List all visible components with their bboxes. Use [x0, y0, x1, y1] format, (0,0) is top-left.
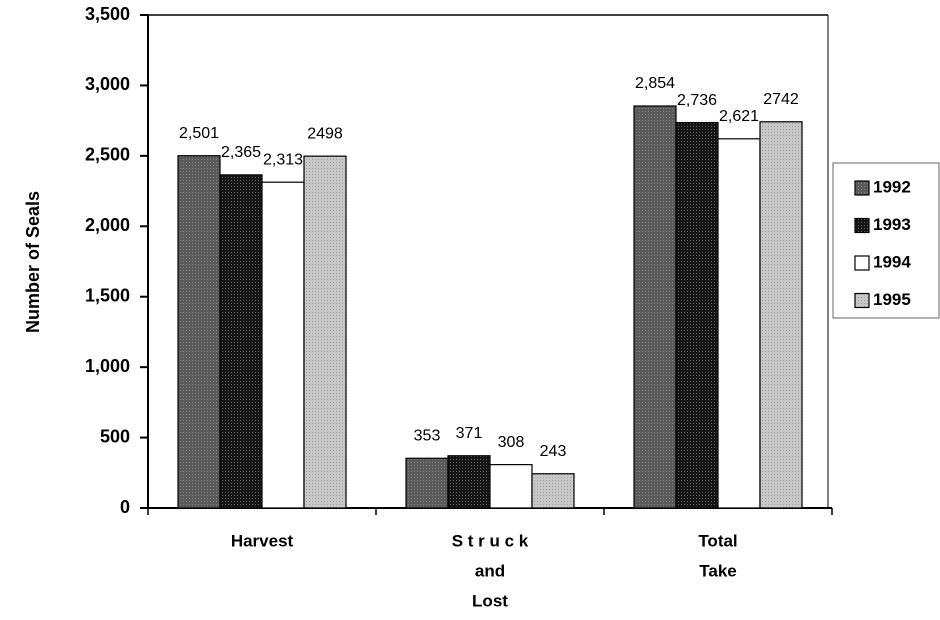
value-label: 353 [414, 427, 441, 444]
bar [633, 105, 677, 509]
legend-label: 1993 [873, 215, 911, 234]
bar [489, 464, 533, 509]
x-tick-label: S t r u c k [452, 531, 529, 550]
legend-swatch [854, 255, 870, 271]
x-tick-label: Take [699, 561, 737, 580]
value-label: 2,365 [221, 144, 261, 161]
value-label: 2,854 [635, 75, 675, 92]
value-label: 243 [540, 443, 567, 460]
legend-swatch [854, 217, 870, 234]
value-label: 2,313 [263, 151, 303, 168]
value-label: 2,736 [677, 92, 717, 109]
y-tick-label: 1,500 [85, 285, 130, 305]
y-tick-label: 2,500 [85, 145, 130, 165]
y-tick-label: 0 [120, 497, 130, 517]
value-label: 308 [498, 434, 525, 451]
y-axis-label: Number of Seals [23, 191, 43, 333]
bar [675, 122, 719, 509]
bar [405, 457, 449, 509]
value-label: 2,621 [719, 108, 759, 125]
x-tick-label: Lost [472, 591, 508, 610]
x-tick-label: and [475, 561, 505, 580]
bar [759, 121, 803, 509]
y-tick-label: 3,000 [85, 74, 130, 94]
bar [303, 155, 347, 509]
legend-swatch [854, 180, 870, 196]
value-label: 2,501 [179, 125, 219, 142]
y-tick-label: 500 [100, 426, 130, 446]
x-tick-label: Harvest [231, 531, 294, 550]
bar [177, 155, 221, 509]
bar [531, 473, 575, 509]
y-tick-label: 3,500 [85, 4, 130, 24]
legend-box [832, 162, 940, 319]
value-label: 2498 [307, 125, 343, 142]
x-tick-label: Total [698, 531, 737, 550]
bar [261, 181, 305, 509]
bar [717, 138, 761, 509]
value-label: 371 [456, 425, 483, 442]
value-label: 2742 [763, 91, 799, 108]
bar [219, 174, 263, 509]
legend-label: 1992 [873, 177, 911, 196]
y-tick-label: 2,000 [85, 215, 130, 235]
legend-label: 1995 [873, 290, 911, 309]
legend-swatch [854, 292, 870, 309]
bar [447, 455, 491, 509]
legend-label: 1994 [873, 252, 911, 271]
y-tick-label: 1,000 [85, 356, 130, 376]
